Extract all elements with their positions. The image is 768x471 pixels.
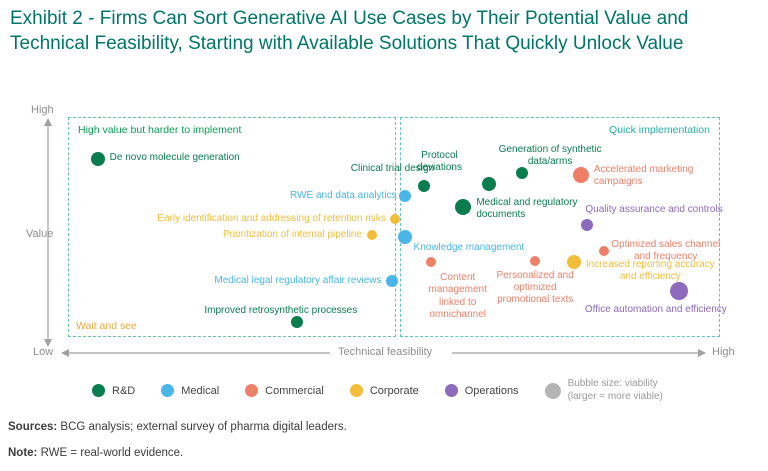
bubble-early-identification-retention-risks bbox=[389, 213, 400, 224]
y-axis-high-label: High bbox=[31, 104, 54, 116]
bubble-office-automation-efficiency bbox=[669, 281, 688, 300]
label-protocol-deviations: Protocol deviations bbox=[416, 150, 462, 174]
label-accelerated-marketing-campaigns: Accelerated marketing campaigns bbox=[593, 163, 694, 187]
legend-item-rd: R&D bbox=[92, 384, 135, 397]
sources-text: BCG analysis; external survey of pharma … bbox=[57, 421, 347, 433]
bubble-clinical-trial-design bbox=[418, 180, 431, 193]
legend-dot-commercial bbox=[245, 384, 259, 397]
bubble-improved-retrosynthetic-processes bbox=[290, 316, 303, 328]
label-de-novo-molecule-generation: De novo molecule generation bbox=[109, 151, 240, 163]
label-medical-legal-regulatory-affair-reviews: Medical legal regulatory affair reviews bbox=[214, 274, 382, 286]
legend-label-medical: Medical bbox=[181, 384, 220, 397]
legend-item-operations: Operations bbox=[444, 384, 519, 397]
quadrant-label-wait-and-see: Wait and see bbox=[76, 320, 137, 332]
chart-legend: R&D Medical Commercial Corporate Operations B… bbox=[92, 378, 663, 403]
bubble-de-novo-molecule-generation bbox=[90, 151, 105, 166]
bubble-medical-regulatory-documents bbox=[455, 199, 472, 215]
bubble-rwe-data-analytics bbox=[398, 189, 411, 202]
bubble-protocol-deviations bbox=[482, 177, 497, 191]
quadrant-label-high-value: High value but harder to implement bbox=[78, 124, 242, 136]
note-text: RWE = real-world evidence. bbox=[37, 447, 184, 459]
legend-item-bubble-size: Bubble size: viability (larger = more vi… bbox=[544, 378, 663, 403]
quadrant-high-value bbox=[68, 117, 396, 337]
label-increased-reporting-accuracy-efficiency: Increased reporting accuracy and efficie… bbox=[585, 259, 715, 283]
label-prioritization-internal-pipeline: Prioritization of internal pipeline bbox=[222, 228, 362, 240]
label-personalized-promotional-texts: Personalized and optimized promotional t… bbox=[496, 270, 574, 306]
legend-dot-rd bbox=[92, 384, 105, 397]
label-early-identification-retention-risks: Early identification and addressing of r… bbox=[157, 212, 386, 224]
legend-label-rd: R&D bbox=[112, 384, 136, 397]
legend-item-commercial: Commercial bbox=[245, 384, 324, 397]
bubble-prioritization-internal-pipeline bbox=[366, 229, 377, 240]
label-optimized-sales-channel-frequency: Optimized sales channel and frequency bbox=[611, 238, 721, 262]
legend-item-corporate: Corporate bbox=[349, 384, 419, 397]
legend-label-operations: Operations bbox=[464, 384, 519, 397]
legend-dot-bubble-size bbox=[544, 382, 561, 399]
legend-dot-corporate bbox=[349, 384, 363, 397]
label-quality-assurance-controls: Quality assurance and controls bbox=[585, 204, 723, 216]
legend-item-medical: Medical bbox=[161, 384, 219, 397]
bubble-quality-assurance-controls bbox=[581, 219, 594, 232]
bubble-content-management-omnichannel bbox=[425, 257, 436, 268]
legend-label-commercial: Commercial bbox=[265, 384, 324, 397]
note-line: Note: RWE = real-world evidence. bbox=[8, 447, 183, 459]
label-generation-synthetic-data-arms: Generation of synthetic data/arms bbox=[498, 143, 602, 167]
quadrant-label-quick-implementation: Quick implementation bbox=[609, 124, 710, 136]
label-office-automation-efficiency: Office automation and efficiency bbox=[584, 303, 727, 315]
label-improved-retrosynthetic-processes: Improved retrosynthetic processes bbox=[204, 305, 358, 316]
note-label: Note: bbox=[8, 447, 38, 459]
exhibit-title: Exhibit 2 - Firms Can Sort Generative AI… bbox=[10, 8, 689, 55]
x-axis-title: Technical feasibility bbox=[338, 346, 433, 358]
bubble-accelerated-marketing-campaigns bbox=[572, 166, 589, 183]
bubble-generation-synthetic-data-arms bbox=[516, 166, 529, 179]
legend-label-bubble-size: Bubble size: viability (larger = more vi… bbox=[567, 378, 663, 402]
y-axis-title: Value bbox=[26, 228, 54, 240]
bubble-increased-reporting-accuracy-efficiency bbox=[567, 255, 582, 270]
label-knowledge-management: Knowledge management bbox=[413, 241, 525, 253]
label-rwe-data-analytics: RWE and data analytics bbox=[290, 189, 397, 201]
sources-line: Sources: BCG analysis; external survey o… bbox=[8, 421, 347, 433]
quadrant-quick-implementation bbox=[400, 117, 720, 337]
bubble-medical-legal-regulatory-affair-reviews bbox=[385, 274, 398, 287]
label-medical-regulatory-documents: Medical and regulatory documents bbox=[476, 197, 578, 221]
x-axis-high-label: High bbox=[712, 346, 735, 358]
legend-dot-medical bbox=[161, 384, 175, 397]
axis-low-label: Low bbox=[33, 346, 54, 358]
label-content-management-omnichannel: Content management linked to omnichannel bbox=[428, 272, 487, 320]
bubble-personalized-promotional-texts bbox=[530, 256, 541, 267]
legend-dot-operations bbox=[444, 384, 458, 397]
sources-label: Sources: bbox=[8, 421, 58, 433]
legend-label-corporate: Corporate bbox=[369, 384, 419, 397]
label-clinical-trial-design: Clinical trial design bbox=[350, 163, 435, 175]
bubble-knowledge-management bbox=[397, 229, 412, 244]
bubble-optimized-sales-channel-frequency bbox=[598, 245, 609, 256]
